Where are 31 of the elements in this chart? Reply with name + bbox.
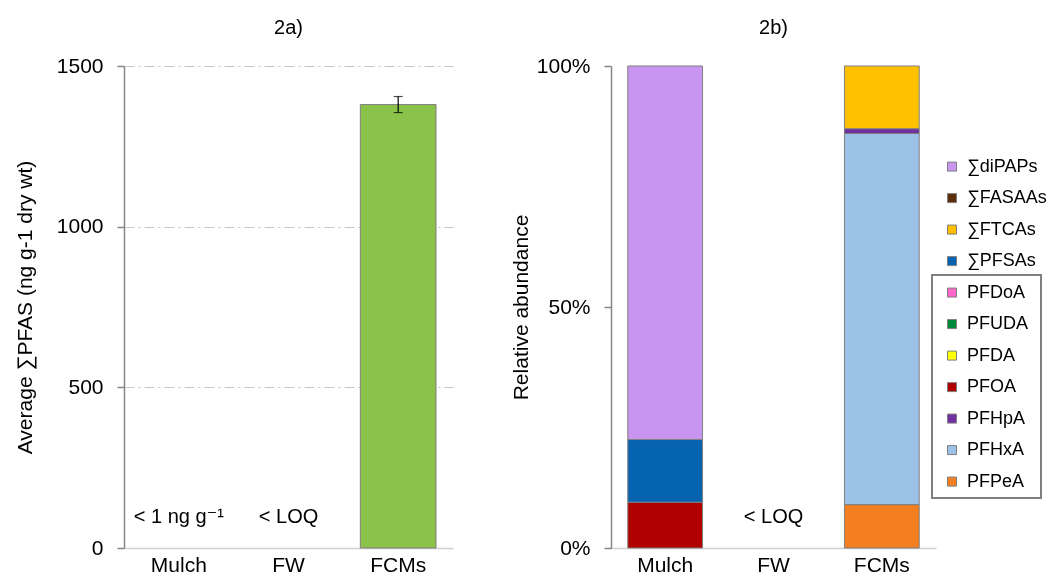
- legend-label: PFPeA: [967, 470, 1025, 491]
- legend-label: PFOA: [967, 376, 1017, 397]
- legend-label: ∑diPAPs: [967, 155, 1038, 176]
- y-axis-title: Average ∑PFAS (ng g-1 dry wt): [12, 160, 37, 455]
- y-tick-label: 100%: [536, 53, 591, 77]
- annotation: < LOQ: [743, 505, 804, 527]
- annotation: < LOQ: [258, 505, 319, 527]
- legend-label: ∑FASAAs: [967, 187, 1047, 208]
- annotation: < 1 ng g⁻¹: [133, 505, 225, 527]
- x-tick-label: FCMs: [370, 552, 427, 576]
- y-axis-title: Relative abundance: [508, 214, 532, 401]
- chart-title: 2b): [759, 16, 788, 38]
- y-tick-label: 1500: [56, 53, 104, 77]
- legend-label: PFHpA: [967, 407, 1026, 428]
- x-tick-label: Mulch: [150, 552, 207, 576]
- legend-label: ∑FTCAs: [967, 218, 1036, 239]
- x-tick-label: Mulch: [637, 552, 694, 576]
- x-tick-label: FW: [272, 552, 305, 576]
- legend-label: PFUDA: [967, 313, 1029, 334]
- y-tick-label: 50%: [548, 294, 591, 318]
- legend-label: PFHxA: [967, 439, 1025, 460]
- x-tick-label: FCMs: [853, 552, 910, 576]
- y-tick-label: 0%: [560, 535, 591, 559]
- y-tick-label: 1000: [56, 214, 104, 238]
- y-tick-label: 0: [91, 535, 104, 559]
- legend-label: PFDA: [967, 344, 1016, 365]
- x-tick-label: FW: [757, 552, 790, 576]
- y-tick-label: 500: [68, 374, 104, 398]
- legend-label: ∑PFSAs: [967, 250, 1036, 271]
- legend-label: PFDoA: [967, 281, 1026, 302]
- chart-title: 2a): [274, 16, 303, 38]
